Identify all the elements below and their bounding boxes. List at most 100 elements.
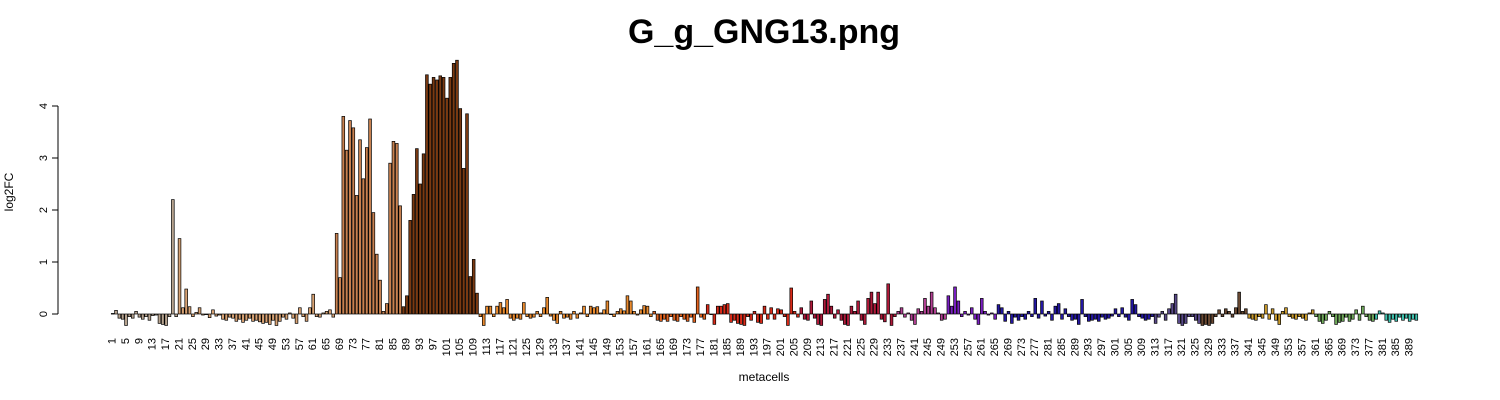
x-tick-label: 137 xyxy=(561,338,573,356)
x-tick-label: 205 xyxy=(788,338,800,356)
bar xyxy=(334,233,339,315)
x-tick-label: 325 xyxy=(1190,338,1202,356)
bar xyxy=(1193,313,1198,321)
bar xyxy=(1053,305,1058,315)
x-tick-label: 345 xyxy=(1256,338,1268,356)
bar xyxy=(822,299,827,315)
bar xyxy=(1093,313,1098,320)
bar xyxy=(1310,309,1315,315)
x-tick-label: 93 xyxy=(414,338,426,350)
bar xyxy=(1016,313,1021,321)
x-tick-label: 173 xyxy=(682,338,694,356)
bar xyxy=(542,307,546,315)
x-tick-label: 361 xyxy=(1310,338,1322,356)
x-tick-label: 89 xyxy=(401,338,413,350)
bar xyxy=(1267,313,1271,320)
bar xyxy=(572,311,576,315)
bar xyxy=(645,305,650,315)
bar xyxy=(1234,307,1238,315)
bar xyxy=(669,313,673,317)
bar xyxy=(468,276,473,315)
x-tick-label: 297 xyxy=(1096,338,1108,356)
bar xyxy=(873,303,877,315)
bar xyxy=(876,291,880,315)
bar xyxy=(1354,309,1358,315)
bar xyxy=(916,308,920,315)
bar xyxy=(227,313,232,318)
bar xyxy=(609,313,613,315)
bar xyxy=(866,298,870,315)
bar xyxy=(244,313,249,321)
bar xyxy=(378,279,382,315)
bar xyxy=(1130,299,1134,315)
x-tick-label: 233 xyxy=(882,338,894,356)
bar xyxy=(990,312,994,315)
bar xyxy=(846,313,850,326)
bar xyxy=(859,313,864,321)
bar xyxy=(492,313,496,317)
bar xyxy=(1401,313,1405,321)
bar xyxy=(565,313,569,318)
bar xyxy=(746,313,750,317)
bar xyxy=(1113,308,1118,315)
bar xyxy=(134,311,138,315)
bar xyxy=(1280,311,1285,315)
bar xyxy=(1331,313,1335,317)
bar xyxy=(1227,311,1231,315)
x-tick-label: 337 xyxy=(1230,338,1242,356)
bar xyxy=(826,293,830,315)
bar xyxy=(1297,313,1302,317)
bar xyxy=(1250,313,1255,320)
bar xyxy=(1314,313,1318,317)
bar xyxy=(1100,313,1104,318)
bar xyxy=(986,313,991,316)
bar xyxy=(899,307,904,315)
bar xyxy=(184,288,188,315)
x-tick-label: 209 xyxy=(802,338,814,356)
bar xyxy=(508,313,513,319)
bar xyxy=(1030,313,1034,317)
bar xyxy=(929,291,934,315)
bar xyxy=(488,305,493,315)
bar xyxy=(886,283,890,315)
bar xyxy=(485,305,489,315)
x-tick-label: 9 xyxy=(133,338,145,344)
bar xyxy=(324,311,329,315)
bar xyxy=(1414,313,1419,321)
x-tick-label: 33 xyxy=(214,338,226,350)
bar xyxy=(980,298,984,315)
bar xyxy=(1411,313,1415,320)
bar xyxy=(448,77,453,315)
bar xyxy=(1324,313,1328,321)
x-tick-label: 385 xyxy=(1390,338,1402,356)
bar xyxy=(1137,313,1141,317)
y-tick-label: 0 xyxy=(38,311,50,317)
bar xyxy=(398,205,402,315)
x-tick-label: 249 xyxy=(936,338,948,356)
bar xyxy=(983,311,987,315)
bar xyxy=(137,313,142,318)
bar xyxy=(261,313,265,324)
bar xyxy=(812,313,817,319)
bar xyxy=(635,313,640,316)
bar xyxy=(1056,303,1061,315)
bar xyxy=(512,313,516,321)
bar xyxy=(338,277,342,315)
bar xyxy=(672,313,676,321)
bar xyxy=(204,313,208,315)
bar xyxy=(996,304,1001,315)
bar xyxy=(425,74,429,315)
bar xyxy=(1150,313,1154,317)
x-tick-label: 329 xyxy=(1203,338,1215,356)
bar xyxy=(1264,304,1268,315)
bar xyxy=(568,313,573,320)
bar xyxy=(819,313,824,326)
bar xyxy=(682,313,686,320)
bar xyxy=(298,307,302,315)
bar xyxy=(1371,313,1375,322)
bar xyxy=(502,307,506,315)
x-tick-label: 45 xyxy=(254,338,266,350)
y-tick-label: 3 xyxy=(38,155,50,161)
x-tick-label: 201 xyxy=(775,338,787,356)
bar xyxy=(365,147,369,315)
